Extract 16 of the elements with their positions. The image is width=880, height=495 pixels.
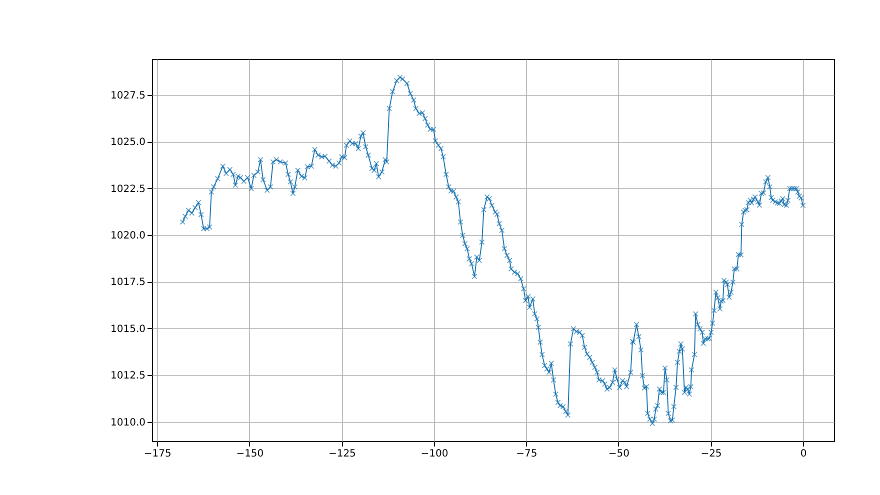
x-tick-label: −175 — [144, 448, 172, 460]
y-tick-label: 1027.5 — [110, 90, 146, 102]
y-tick-label: 1012.5 — [110, 370, 146, 382]
x-tick-label: −100 — [420, 448, 448, 460]
y-tick-label: 1020.0 — [110, 230, 146, 242]
x-tick-label: −25 — [700, 448, 722, 460]
x-tick-label: −50 — [608, 448, 630, 460]
x-tick-label: −75 — [516, 448, 538, 460]
y-tick-label: 1025.0 — [110, 137, 146, 148]
y-tick-label: 1015.0 — [110, 324, 146, 335]
x-tick-label: −150 — [236, 448, 264, 460]
y-tick-label: 1017.5 — [110, 277, 146, 288]
x-tick-label: −125 — [328, 448, 356, 460]
y-tick-label: 1022.5 — [110, 184, 146, 195]
y-tick-label: 1010.0 — [110, 417, 146, 428]
x-tick-label: 0 — [800, 448, 807, 460]
